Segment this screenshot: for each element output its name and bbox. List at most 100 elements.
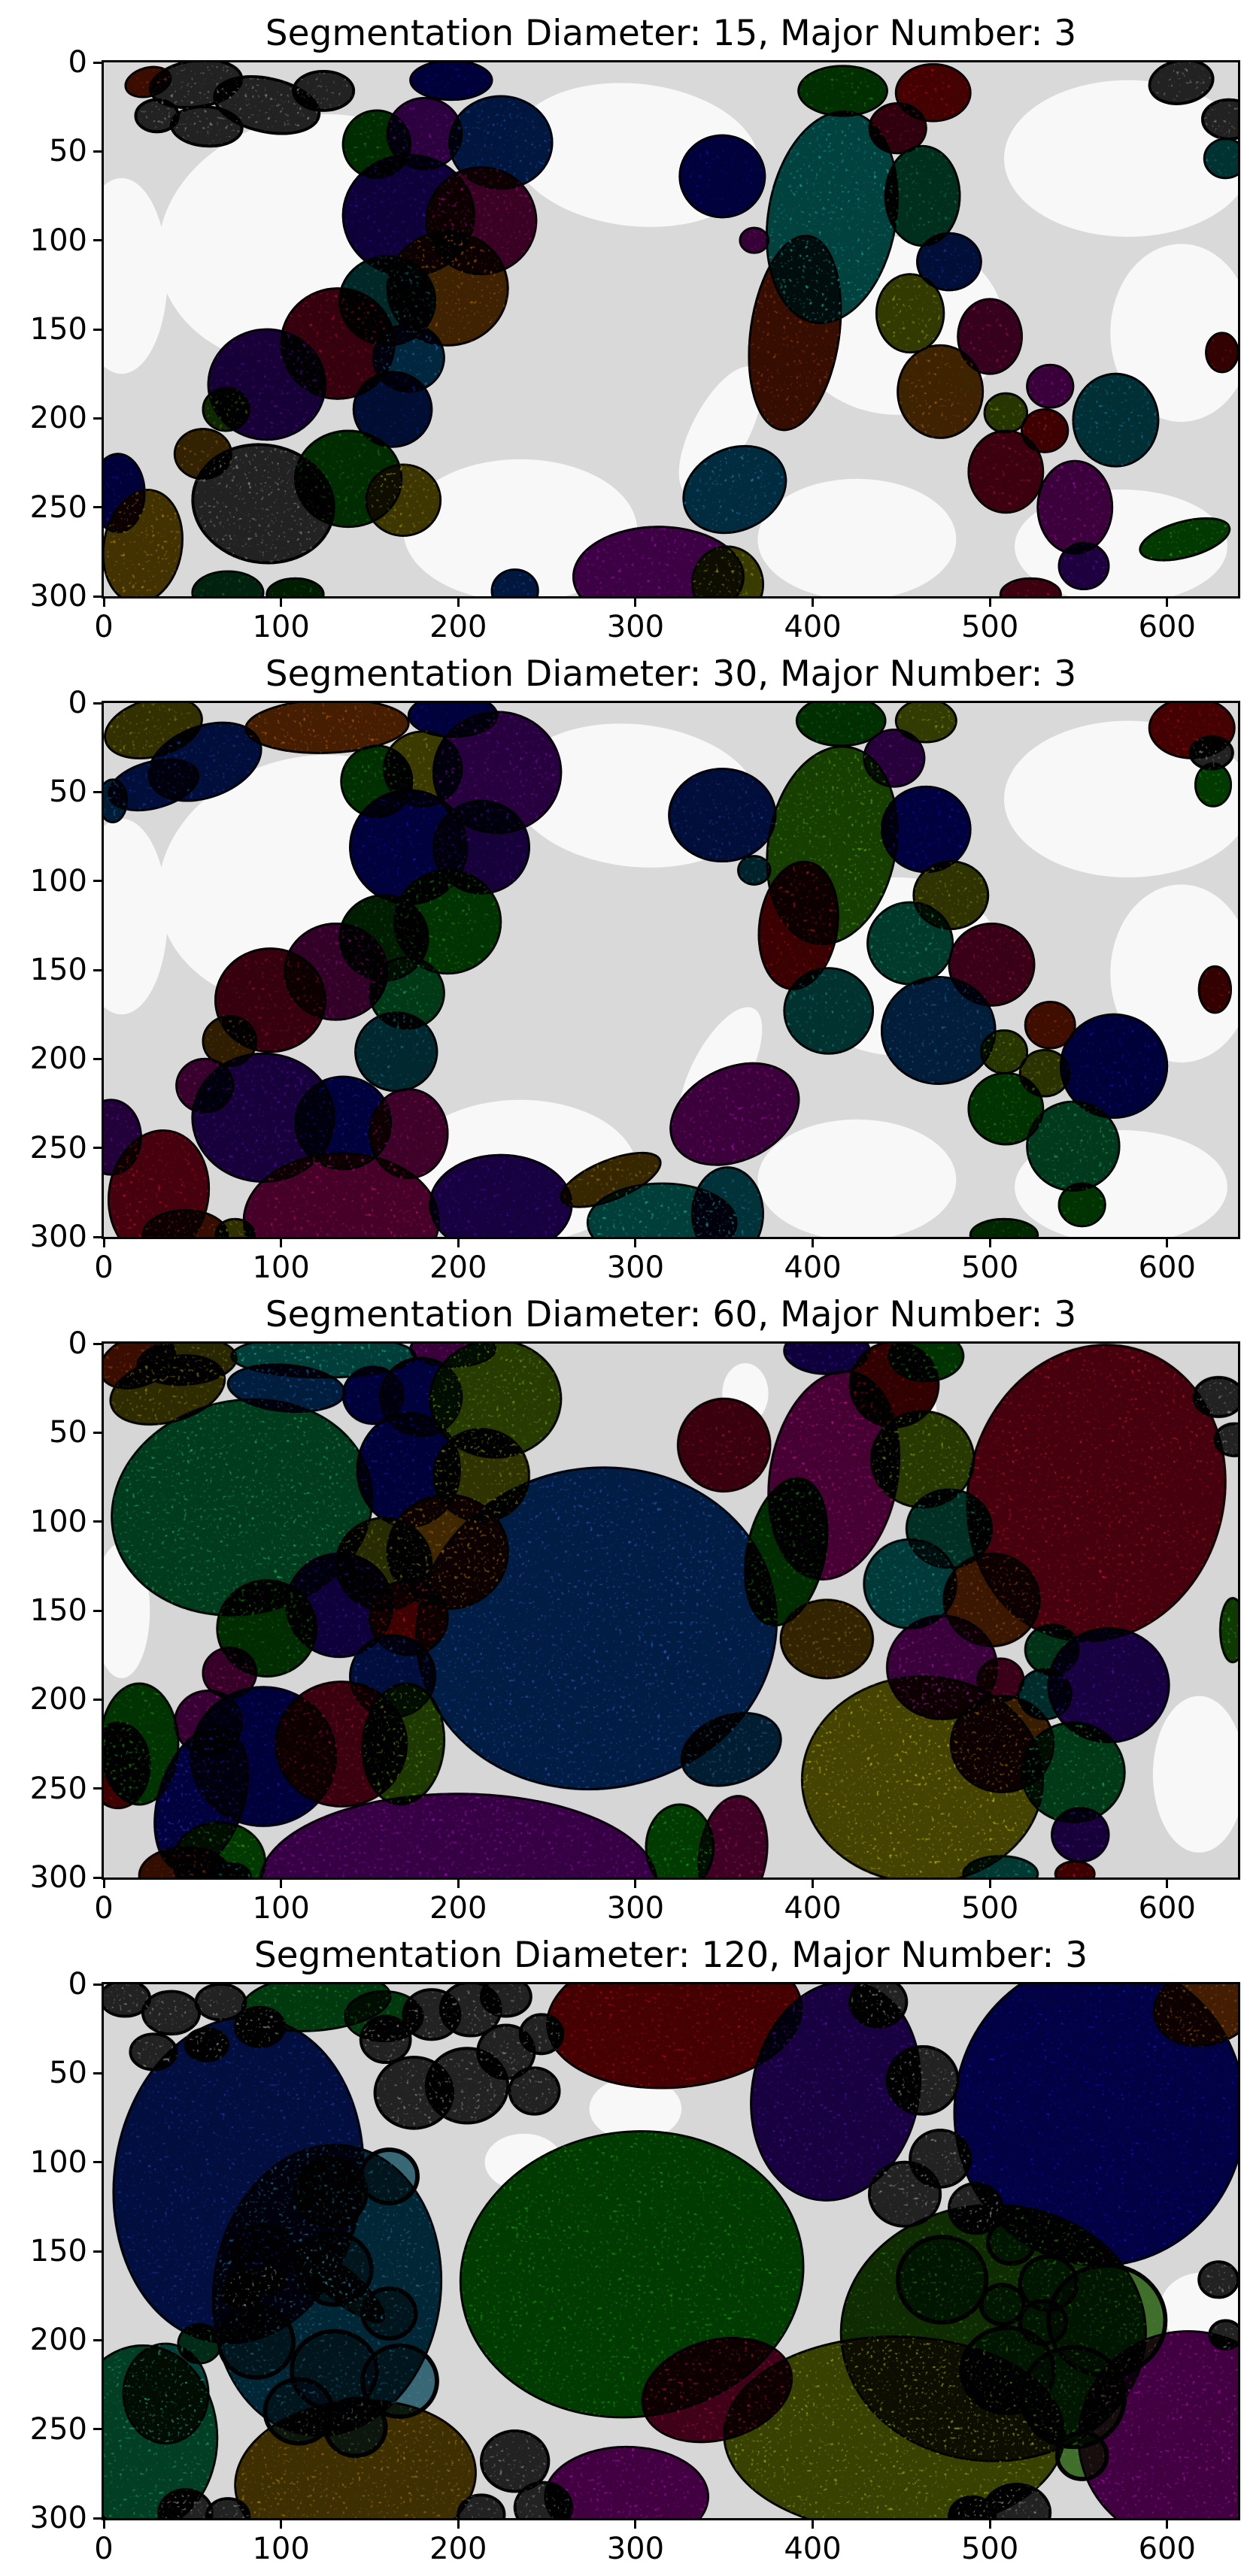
- x-tick-label: 300: [606, 1891, 665, 1926]
- panel-1-title: Segmentation Diameter: 15, Major Number:…: [265, 13, 1077, 54]
- x-tick-label: 500: [960, 1250, 1019, 1285]
- x-tick-label: 200: [429, 2532, 487, 2566]
- bubbles-layer: [104, 80, 1238, 596]
- y-tick-label: 50: [49, 774, 87, 810]
- y-tick-mark: [93, 2517, 102, 2520]
- panel-3-plot-border: [102, 1341, 1240, 1880]
- panel-1-segmentation-image: [104, 62, 1238, 596]
- x-tick-label: 400: [784, 610, 842, 644]
- y-tick-mark: [93, 702, 102, 705]
- y-tick-mark: [93, 1698, 102, 1701]
- x-tick-mark: [1166, 1880, 1169, 1888]
- x-tick-label: 200: [429, 610, 487, 644]
- x-tick-mark: [988, 1880, 991, 1888]
- x-tick-mark: [812, 599, 814, 607]
- cells-layer: [104, 1344, 1238, 1877]
- x-tick-label: 600: [1138, 1891, 1196, 1926]
- y-tick-mark: [93, 417, 102, 420]
- y-tick-label: 150: [29, 953, 87, 987]
- x-tick-label: 100: [252, 1250, 310, 1285]
- y-tick-mark: [93, 506, 102, 509]
- y-tick-mark: [93, 2428, 102, 2431]
- x-tick-label: 100: [252, 1891, 310, 1926]
- x-tick-mark: [634, 2520, 637, 2529]
- y-tick-mark: [93, 1983, 102, 1986]
- panel-4-plot-border: [102, 1982, 1240, 2520]
- x-tick-mark: [102, 2520, 105, 2529]
- x-tick-label: 600: [1138, 1250, 1196, 1285]
- y-tick-mark: [93, 1235, 102, 1238]
- y-tick-mark: [93, 1787, 102, 1790]
- y-tick-label: 50: [49, 134, 87, 169]
- y-tick-mark: [93, 1609, 102, 1612]
- x-tick-label: 400: [784, 2532, 842, 2566]
- x-tick-mark: [1166, 599, 1169, 607]
- y-tick-label: 0: [68, 1967, 87, 2002]
- x-tick-label: 500: [960, 610, 1019, 644]
- y-tick-label: 250: [29, 2411, 87, 2447]
- y-tick-label: 200: [29, 2323, 87, 2358]
- y-tick-label: 200: [29, 1041, 87, 1077]
- x-tick-label: 200: [429, 1250, 487, 1285]
- bubbles-layer: [104, 720, 1238, 1237]
- image-background: [104, 62, 1238, 596]
- y-tick-label: 300: [29, 1220, 87, 1254]
- panel-4-title: Segmentation Diameter: 120, Major Number…: [253, 1935, 1088, 1976]
- y-tick-label: 150: [29, 1593, 87, 1628]
- x-tick-mark: [280, 2520, 283, 2529]
- x-tick-mark: [634, 599, 637, 607]
- y-tick-mark: [93, 2161, 102, 2164]
- x-tick-label: 200: [429, 1891, 487, 1926]
- x-tick-mark: [1166, 1239, 1169, 1247]
- x-tick-label: 300: [606, 1250, 665, 1285]
- y-tick-mark: [93, 1876, 102, 1879]
- x-tick-mark: [280, 599, 283, 607]
- x-tick-mark: [102, 599, 105, 607]
- x-tick-mark: [457, 1880, 460, 1888]
- x-tick-mark: [812, 1239, 814, 1247]
- y-tick-mark: [93, 1147, 102, 1150]
- y-tick-label: 300: [29, 2501, 87, 2535]
- panel-2-plot-border: [102, 701, 1240, 1239]
- y-tick-label: 0: [68, 686, 87, 720]
- x-tick-label: 0: [94, 1891, 114, 1926]
- y-tick-label: 150: [29, 312, 87, 347]
- y-tick-label: 250: [29, 489, 87, 525]
- y-tick-label: 100: [29, 223, 87, 258]
- x-tick-label: 100: [252, 2532, 310, 2566]
- cells-layer: [104, 1984, 1238, 2518]
- x-tick-label: 500: [960, 1891, 1019, 1926]
- y-tick-label: 250: [29, 1771, 87, 1806]
- x-tick-mark: [634, 1880, 637, 1888]
- x-tick-label: 0: [94, 1250, 114, 1285]
- image-background: [104, 1344, 1238, 1877]
- y-tick-mark: [93, 328, 102, 331]
- x-tick-mark: [102, 1880, 105, 1888]
- x-tick-label: 400: [784, 1250, 842, 1285]
- x-tick-mark: [988, 599, 991, 607]
- x-tick-label: 600: [1138, 610, 1196, 644]
- y-tick-mark: [93, 2071, 102, 2074]
- panel-2-segmentation-image: [104, 703, 1238, 1237]
- x-tick-mark: [457, 2520, 460, 2529]
- y-tick-mark: [93, 61, 102, 64]
- y-tick-mark: [93, 1342, 102, 1345]
- x-tick-label: 300: [606, 610, 665, 644]
- y-tick-mark: [93, 239, 102, 242]
- panel-1-plot-border: [102, 60, 1240, 599]
- y-tick-mark: [93, 1431, 102, 1434]
- x-tick-mark: [457, 599, 460, 607]
- x-tick-label: 100: [252, 610, 310, 644]
- y-tick-mark: [93, 595, 102, 598]
- x-tick-mark: [1166, 2520, 1169, 2529]
- x-tick-label: 0: [94, 610, 114, 644]
- x-tick-mark: [280, 1880, 283, 1888]
- panel-2-title: Segmentation Diameter: 30, Major Number:…: [265, 653, 1077, 695]
- y-tick-mark: [93, 1520, 102, 1523]
- panel-3-segmentation-image: [104, 1344, 1238, 1877]
- x-tick-mark: [457, 1239, 460, 1247]
- y-tick-label: 100: [29, 2144, 87, 2180]
- x-tick-mark: [812, 2520, 814, 2529]
